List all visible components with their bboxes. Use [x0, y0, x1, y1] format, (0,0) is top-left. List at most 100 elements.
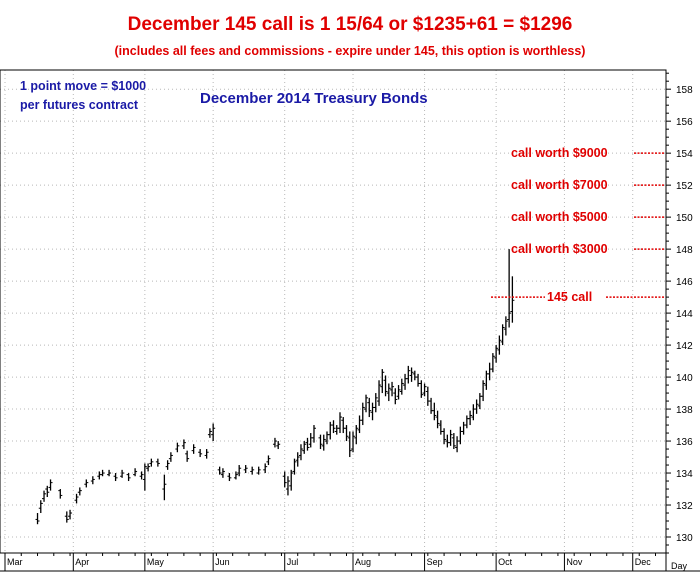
- price-bar: [442, 428, 447, 445]
- price-bar: [318, 434, 323, 450]
- price-bar: [347, 431, 352, 458]
- price-bar: [243, 465, 248, 474]
- price-bar: [298, 444, 303, 461]
- price-bar: [364, 394, 369, 413]
- x-axis-label: Day: [671, 561, 688, 571]
- price-bar: [351, 431, 356, 453]
- price-bar: [510, 276, 515, 323]
- price-bar: [321, 434, 326, 451]
- price-bar: [295, 452, 300, 467]
- price-bar: [185, 450, 190, 462]
- price-bar: [276, 441, 281, 450]
- price-bar: [175, 442, 180, 453]
- price-bar: [429, 397, 434, 414]
- price-bar: [237, 465, 242, 477]
- price-bar: [390, 381, 395, 397]
- x-month-label: Sep: [427, 557, 443, 567]
- price-bar: [458, 426, 463, 445]
- y-tick-label: 144: [676, 309, 693, 320]
- price-bar: [464, 415, 469, 429]
- price-bar: [162, 474, 167, 501]
- y-tick-label: 140: [676, 373, 693, 384]
- plot-frame: [0, 69, 667, 554]
- price-bar: [42, 490, 47, 502]
- price-bar: [360, 402, 365, 426]
- price-bar: [217, 466, 222, 475]
- price-bar: [367, 397, 372, 418]
- price-bar: [357, 415, 362, 434]
- price-bar: [35, 513, 40, 525]
- x-month-label: Dec: [635, 557, 652, 567]
- price-bar: [68, 509, 73, 520]
- price-bar: [58, 489, 63, 499]
- price-bar: [338, 412, 343, 434]
- price-bar: [328, 421, 333, 440]
- price-bar: [191, 444, 196, 454]
- y-tick-label: 136: [676, 437, 693, 448]
- x-month-label: Aug: [355, 557, 371, 567]
- price-bar: [126, 473, 131, 482]
- price-bar: [142, 463, 147, 491]
- y-tick-label: 134: [676, 469, 693, 480]
- price-bar: [354, 425, 359, 445]
- y-tick-label: 156: [676, 117, 693, 128]
- price-bar: [120, 469, 125, 478]
- y-tick-label: 152: [676, 181, 693, 192]
- price-bar: [227, 473, 232, 482]
- price-bar: [155, 458, 160, 467]
- price-bar: [344, 425, 349, 442]
- price-bar: [497, 335, 502, 355]
- price-bar: [204, 449, 209, 459]
- point-value-note-line1: 1 point move = $1000: [20, 79, 146, 93]
- price-bar: [386, 383, 391, 402]
- y-axis-ticks: 130 132 134 136 138 140 142 144 146 148 150 152 154 1…: [666, 72, 693, 554]
- price-bar: [380, 369, 385, 394]
- x-month-label: Apr: [75, 557, 89, 567]
- price-bar: [432, 402, 437, 421]
- y-tick-label: 146: [676, 277, 693, 288]
- price-bar: [38, 500, 43, 514]
- price-bar: [165, 460, 170, 470]
- price-bar: [451, 433, 456, 450]
- call-strike-label: 145 call: [547, 290, 592, 304]
- price-bar: [308, 433, 313, 448]
- price-bar: [107, 469, 112, 477]
- price-bar: [198, 449, 203, 458]
- price-bar: [181, 439, 186, 450]
- price-bar: [74, 493, 79, 504]
- price-bar: [139, 471, 144, 480]
- y-tick-label: 150: [676, 213, 693, 224]
- price-bar: [211, 423, 216, 442]
- price-bar: [311, 425, 316, 443]
- call-annotations: call worth $9000 call worth $7000 call wor…: [491, 146, 664, 304]
- y-tick-label: 148: [676, 245, 693, 256]
- price-bar: [113, 473, 118, 482]
- price-bar: [393, 388, 398, 405]
- chart-headline: December 145 call is 1 15/64 or $1235+61…: [127, 14, 573, 35]
- price-bar: [461, 421, 466, 435]
- price-bar: [324, 431, 329, 445]
- price-bar: [409, 367, 414, 382]
- call-value-label: call worth $7000: [511, 178, 608, 192]
- price-bar: [146, 463, 151, 472]
- price-bar: [133, 468, 138, 477]
- price-bar: [448, 429, 453, 446]
- price-bar: [471, 404, 476, 421]
- grid-lines: [0, 70, 666, 553]
- price-bar: [490, 353, 495, 373]
- price-bar: [425, 386, 430, 406]
- price-bar: [149, 458, 154, 467]
- price-bars: [35, 249, 515, 525]
- price-bar: [100, 469, 105, 477]
- price-bar: [403, 373, 408, 390]
- price-bar: [487, 362, 492, 381]
- y-tick-label: 132: [676, 501, 693, 512]
- price-bar: [263, 463, 268, 474]
- price-bar: [84, 479, 89, 488]
- call-value-label: call worth $9000: [511, 146, 608, 160]
- x-month-label: Mar: [7, 557, 23, 567]
- price-bar: [503, 316, 508, 336]
- price-bar: [377, 380, 382, 406]
